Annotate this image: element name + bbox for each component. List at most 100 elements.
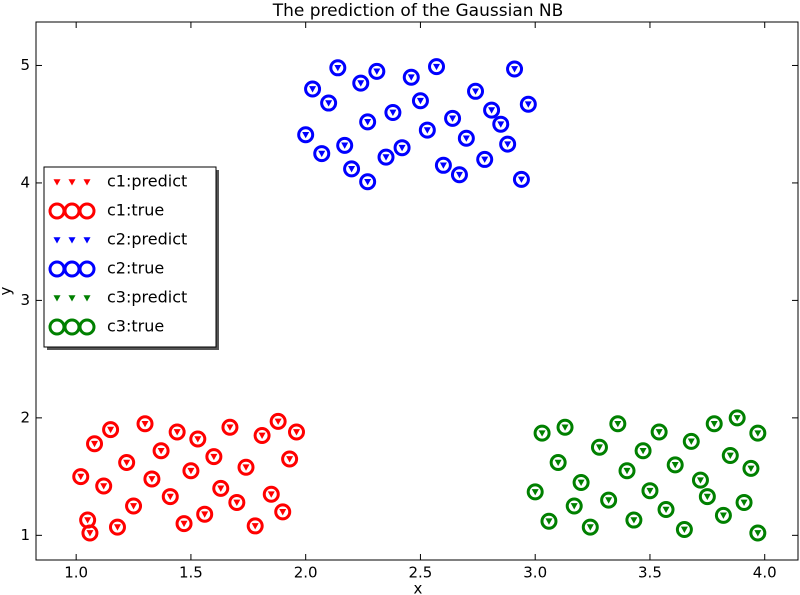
triangle-marker — [53, 295, 61, 302]
circle-marker — [189, 430, 207, 448]
x-tick-label: 3.5 — [638, 564, 662, 582]
circle-marker — [143, 470, 161, 488]
circle-marker — [650, 423, 668, 441]
triangle-marker — [740, 499, 748, 506]
circle-marker — [175, 515, 193, 533]
x-tick-label: 1.5 — [179, 564, 203, 582]
circle-marker — [72, 468, 90, 486]
triangle-marker — [703, 493, 711, 501]
circle-marker — [402, 68, 420, 86]
triangle-marker — [733, 415, 741, 422]
circle-marker — [221, 418, 239, 436]
circle-marker — [657, 500, 675, 518]
triangle-marker — [462, 135, 470, 142]
triangle-marker — [423, 127, 431, 134]
circle-marker — [512, 170, 530, 188]
circle-marker — [313, 145, 331, 163]
circle-marker — [418, 121, 436, 139]
triangle-marker — [293, 429, 301, 436]
triangle-marker — [325, 100, 333, 107]
triangle-marker — [84, 517, 92, 524]
triangle-marker — [91, 440, 99, 448]
circle-marker — [625, 511, 643, 529]
triangle-marker — [357, 80, 365, 87]
circle-marker — [108, 518, 126, 536]
circle-marker — [95, 477, 113, 495]
circle-marker — [641, 482, 659, 500]
circle-marker — [368, 62, 386, 80]
triangle-marker — [141, 420, 149, 428]
triangle-marker — [77, 473, 85, 481]
circle-marker — [581, 518, 599, 536]
triangle-marker — [449, 115, 457, 122]
circle-marker — [444, 109, 462, 127]
triangle-marker — [747, 465, 755, 472]
circle-marker — [749, 424, 767, 442]
circle-marker — [182, 462, 200, 480]
triangle-marker — [481, 156, 489, 163]
circle-marker — [540, 512, 558, 530]
triangle-marker — [680, 526, 688, 533]
circle-marker — [749, 524, 767, 542]
triangle-marker — [348, 166, 356, 173]
triangle-marker — [754, 430, 762, 437]
circle-marker — [556, 418, 574, 436]
triangle-marker — [286, 456, 294, 463]
circle-marker — [483, 101, 501, 119]
triangle-marker — [398, 144, 406, 152]
circle-marker — [168, 423, 186, 441]
circle-marker — [393, 139, 411, 157]
circle-marker — [572, 473, 590, 491]
triangle-marker — [662, 506, 670, 513]
circle-marker — [343, 160, 361, 178]
circle-marker — [384, 103, 402, 121]
triangle-marker — [433, 63, 441, 71]
triangle-marker — [341, 142, 349, 149]
circle-marker — [196, 505, 214, 523]
triangle-marker — [318, 150, 326, 158]
circle-marker — [457, 129, 475, 147]
legend-label: c1:true — [107, 201, 164, 220]
triangle-marker — [511, 66, 519, 73]
legend-label: c1:predict — [107, 172, 187, 191]
triangle-marker — [100, 483, 108, 490]
chart-title: The prediction of the Gaussian NB — [272, 1, 564, 21]
triangle-marker — [242, 464, 250, 471]
triangle-marker — [83, 179, 91, 186]
plot-points — [72, 58, 767, 542]
circle-marker — [609, 415, 627, 433]
circle-marker — [742, 459, 760, 477]
triangle-marker — [719, 512, 727, 519]
triangle-marker — [726, 452, 734, 459]
circle-marker — [288, 423, 306, 441]
x-tick-label: 1.0 — [64, 564, 88, 582]
circle-marker — [152, 442, 170, 460]
circle-marker — [675, 520, 693, 538]
circle-marker — [297, 126, 315, 144]
triangle-marker — [623, 467, 631, 475]
triangle-marker — [570, 503, 578, 510]
circle-marker — [533, 424, 551, 442]
triangle-marker — [68, 237, 76, 244]
circle-marker — [377, 148, 395, 166]
plot-frame — [35, 21, 799, 561]
circle-marker — [634, 442, 652, 460]
circle-marker — [352, 74, 370, 92]
triangle-marker — [504, 141, 512, 148]
circle-marker — [691, 471, 709, 489]
circle-marker — [253, 426, 271, 444]
x-tick-label: 2.0 — [294, 564, 318, 582]
triangle-marker — [696, 477, 704, 484]
triangle-marker — [53, 179, 61, 186]
circle-marker — [506, 60, 524, 78]
triangle-marker — [187, 467, 195, 475]
triangle-marker — [488, 107, 496, 114]
triangle-marker — [68, 295, 76, 302]
triangle-marker — [123, 459, 131, 467]
triangle-marker — [83, 237, 91, 244]
triangle-marker — [302, 131, 310, 139]
x-tick-label: 2.5 — [409, 564, 433, 582]
circle-marker — [78, 260, 96, 278]
circle-marker — [721, 446, 739, 464]
circle-marker — [434, 156, 452, 174]
